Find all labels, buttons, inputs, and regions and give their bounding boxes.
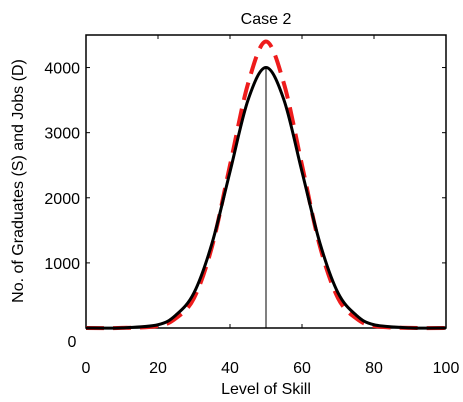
y-tick-label: 1000 — [44, 256, 80, 273]
x-axis-ticks: 0 20 40 60 80 100 — [82, 35, 460, 377]
x-tick-label: 20 — [149, 360, 167, 377]
y-tick-label: 4000 — [44, 61, 80, 78]
y-tick-label: 2000 — [44, 191, 80, 208]
chart-title: Case 2 — [241, 11, 292, 28]
solid-black-curve — [85, 66, 447, 330]
dashed-red-curve — [85, 39, 447, 331]
x-tick-label: 100 — [433, 360, 460, 377]
y-tick-label: 3000 — [44, 126, 80, 143]
x-tick-label: 80 — [365, 360, 383, 377]
plot-lines — [85, 39, 447, 331]
y-axis-label: No. of Graduates (S) and Jobs (D) — [10, 59, 27, 303]
x-tick-label: 60 — [293, 360, 311, 377]
x-axis-label: Level of Skill — [221, 381, 311, 398]
y-tick-label: 0 — [68, 334, 77, 351]
x-tick-label: 0 — [82, 360, 91, 377]
x-tick-label: 40 — [221, 360, 239, 377]
y-axis-ticks: 0 1000 2000 3000 4000 — [44, 61, 446, 351]
